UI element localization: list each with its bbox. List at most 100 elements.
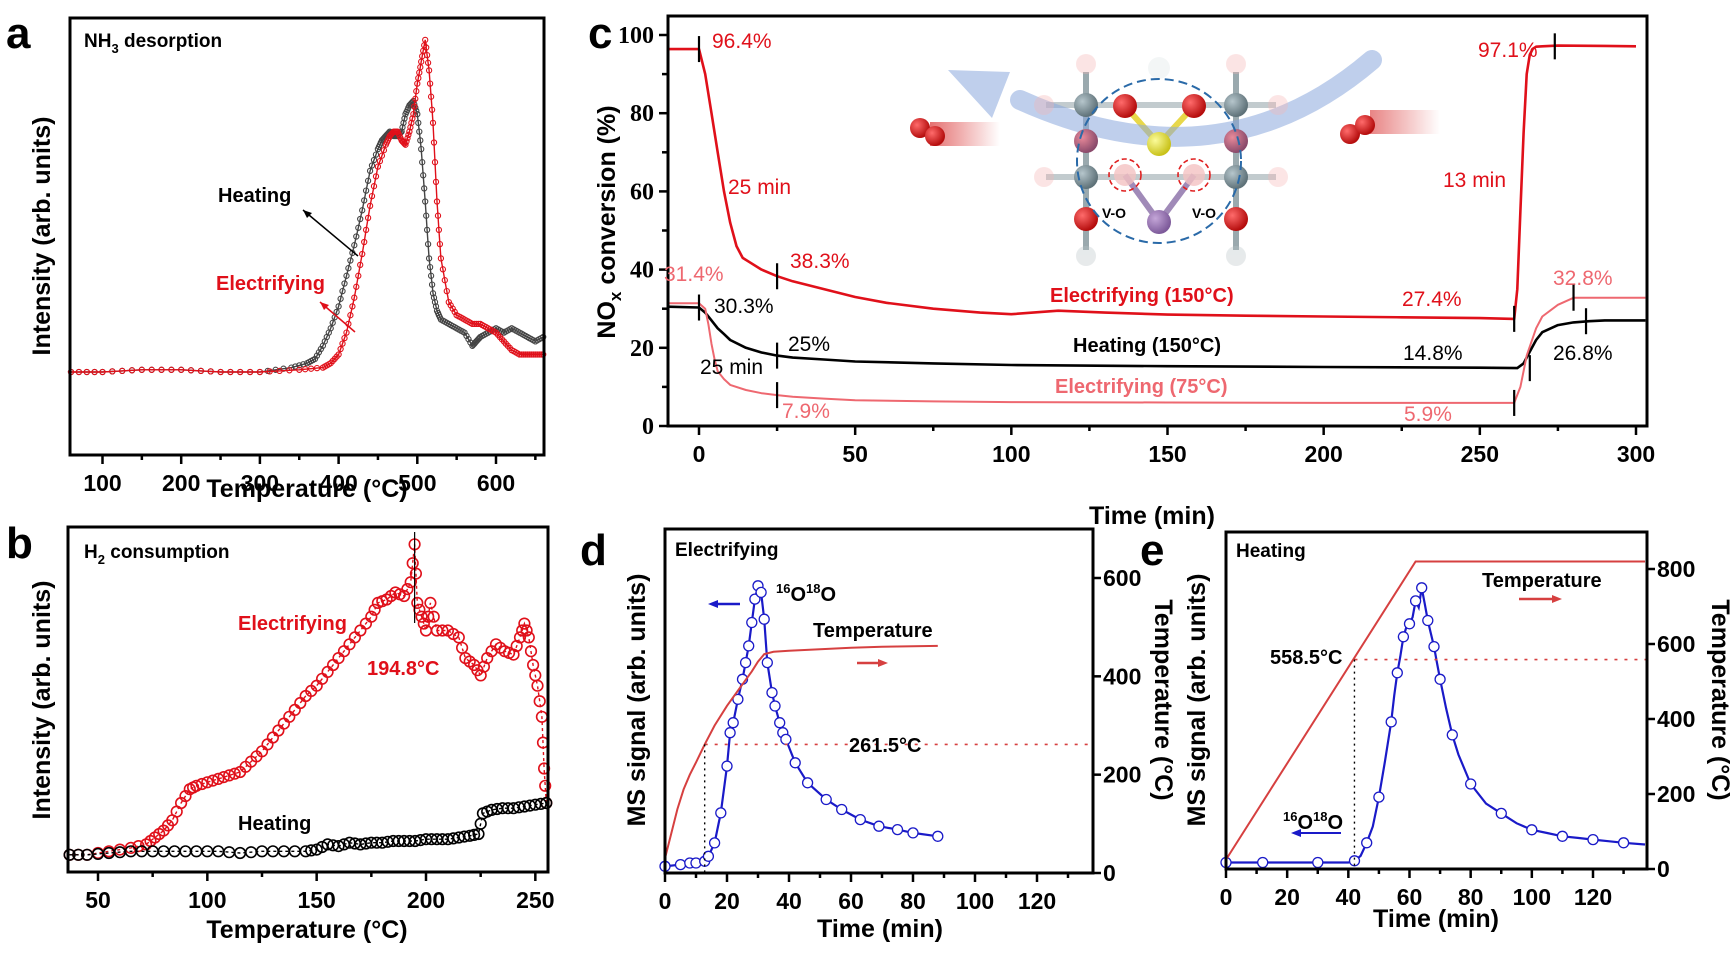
pd-x-tick-label: 120 — [1018, 888, 1056, 914]
panel-d-axes: 0 20 40 60 80 100 120 0 200 400 600 — [659, 565, 1142, 914]
data-point — [335, 303, 342, 310]
panel-c-annotation: 14.8% — [1403, 342, 1463, 365]
data-point — [1312, 856, 1324, 869]
data-point — [1397, 631, 1410, 643]
data-point — [518, 351, 525, 358]
data-point — [349, 303, 356, 310]
data-point — [1526, 824, 1538, 836]
panel-letter-d: d — [580, 526, 607, 575]
data-point — [530, 351, 537, 358]
panel-a-x-label: Temperature (°C) — [206, 475, 407, 503]
panel-a-frame — [68, 16, 546, 457]
data-point — [146, 845, 159, 858]
data-point — [313, 352, 321, 359]
data-point — [420, 172, 427, 179]
data-point — [539, 779, 552, 792]
panel-b-heating-label: Heating — [238, 813, 311, 835]
panel-e-y-label: MS signal (arb. units) — [1183, 574, 1211, 827]
pe-x-tick-label: 0 — [1220, 884, 1233, 910]
data-point — [418, 145, 425, 153]
inset-atom-gray — [1224, 165, 1248, 189]
inset-o2-molecule-left — [910, 118, 930, 138]
data-point — [276, 367, 283, 375]
pe-x-tick-label: 40 — [1336, 884, 1362, 910]
data-point — [836, 803, 848, 816]
panel-c-x-tick-label: 250 — [1461, 441, 1499, 467]
data-point — [343, 272, 350, 279]
data-point — [351, 294, 358, 301]
data-point — [361, 238, 368, 246]
panel-c-x-tick-label: 300 — [1617, 441, 1655, 467]
panel-b-x-tick-label: 150 — [297, 887, 335, 913]
panel-e-heating-ms: 0 20 40 60 80 100 120 0 200 400 600 800 Heating Tim… — [1183, 530, 1734, 933]
data-point — [820, 793, 832, 806]
data-point — [368, 192, 376, 200]
data-point — [758, 613, 770, 625]
data-point — [327, 325, 334, 332]
pd-x-tick-label: 0 — [659, 888, 672, 914]
data-point — [428, 106, 436, 113]
pe-x-tick-label: 120 — [1574, 884, 1612, 910]
data-point — [361, 197, 368, 204]
data-point — [431, 298, 439, 306]
data-point — [335, 351, 342, 358]
panel-a-plot-area — [67, 36, 547, 376]
data-point — [423, 44, 430, 51]
data-point — [223, 846, 236, 859]
inset-vacancy-ring — [1177, 158, 1211, 192]
pe-y-right-tick-label: 200 — [1657, 781, 1695, 807]
data-point — [217, 368, 224, 376]
data-point — [437, 255, 445, 262]
inset-atom-yellow — [1147, 132, 1171, 156]
data-point — [419, 159, 426, 166]
inset-atom-gray — [1224, 93, 1248, 117]
pd-y-right-tick-label: 600 — [1103, 565, 1141, 591]
data-point — [212, 845, 225, 858]
data-point — [345, 265, 352, 272]
data-point — [190, 845, 203, 858]
inset-dashed-circle — [1076, 78, 1242, 244]
data-point — [91, 368, 98, 376]
data-point — [443, 287, 450, 295]
panel-d-y-right-label: Temperature (°C) — [1149, 599, 1177, 800]
inset-o2-trail-right — [1370, 110, 1440, 134]
data-point — [932, 830, 944, 842]
data-point — [80, 848, 94, 861]
data-point — [1446, 729, 1458, 741]
data-point — [425, 255, 433, 262]
data-point — [91, 847, 105, 861]
panel-a-nh3-desorption: 100 200 300 400 500 600 NH3 desorption Temper… — [28, 16, 547, 503]
data-point — [409, 115, 416, 122]
data-point — [445, 298, 452, 306]
pe-x-tick-label: 60 — [1397, 884, 1423, 910]
data-point — [355, 272, 362, 279]
data-point — [536, 351, 543, 358]
data-point — [1465, 778, 1477, 790]
data-point — [400, 119, 407, 127]
data-point — [1348, 855, 1361, 867]
panel-c-annotation: 97.1% — [1478, 39, 1538, 62]
data-point — [374, 163, 382, 170]
inset-vacancy-label: V-O — [1102, 205, 1126, 221]
data-point — [469, 320, 476, 328]
data-point — [256, 368, 264, 376]
panel-b-x-tick-label: 250 — [516, 887, 554, 913]
data-point — [439, 266, 447, 273]
data-point — [190, 779, 203, 792]
data-point — [366, 202, 374, 210]
panel-c-x-tick-label: 150 — [1148, 441, 1186, 467]
panel-c-frame — [666, 14, 1649, 428]
data-point — [343, 329, 350, 336]
data-point — [341, 280, 348, 287]
data-point — [368, 162, 376, 169]
data-point — [370, 156, 378, 164]
data-point — [780, 733, 792, 746]
data-point — [774, 717, 786, 729]
data-point — [237, 368, 244, 376]
data-point — [404, 576, 417, 589]
series-line — [667, 305, 1646, 370]
data-point — [246, 368, 254, 376]
data-point — [168, 845, 181, 858]
data-point — [207, 368, 214, 375]
data-point — [266, 845, 280, 858]
